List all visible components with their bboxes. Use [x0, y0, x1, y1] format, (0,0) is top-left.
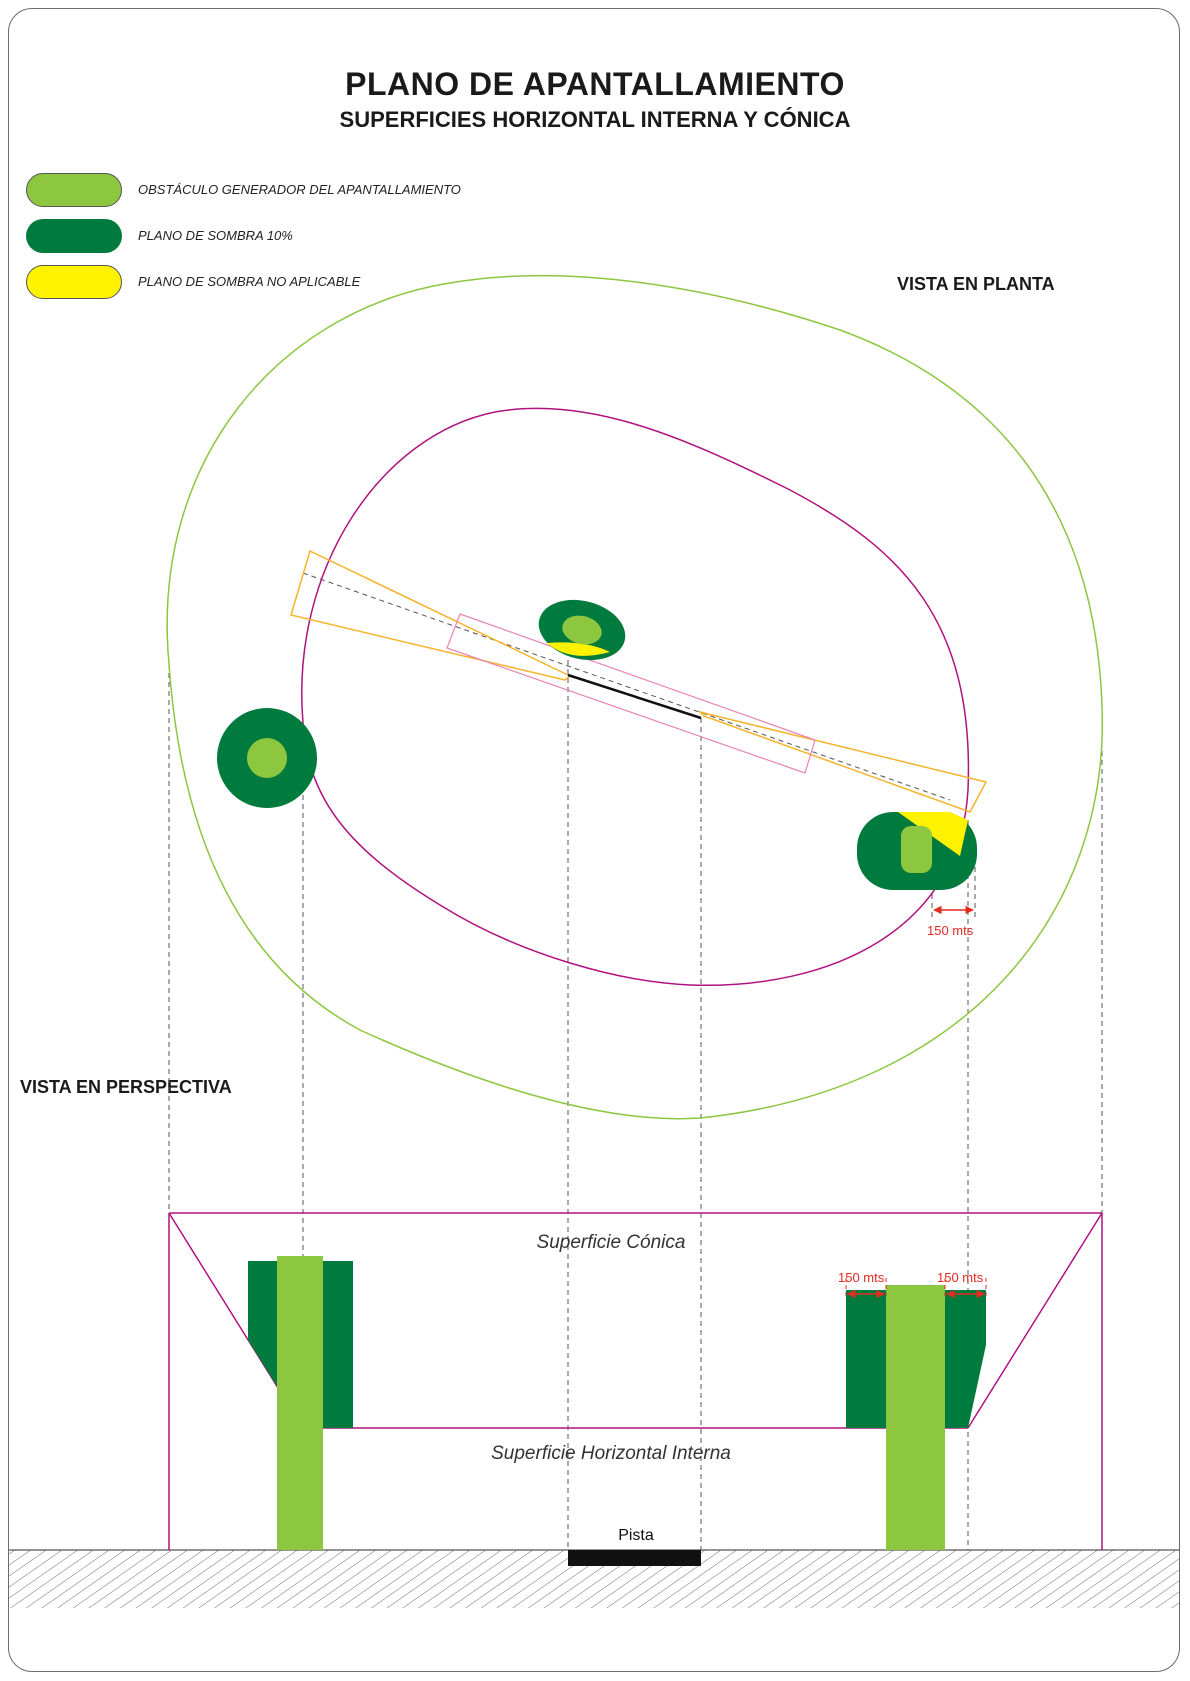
legend-label-obstacle: OBSTÁCULO GENERADOR DEL APANTALLAMIENTO	[138, 182, 461, 197]
perspective-dimension-ticks	[845, 1278, 987, 1298]
legend-label-shadow: PLANO DE SOMBRA 10%	[138, 228, 293, 243]
runway-label: Pista	[618, 1527, 654, 1544]
page-subtitle: SUPERFICIES HORIZONTAL INTERNA Y CÓNICA	[339, 107, 851, 132]
obstacle-right	[901, 826, 932, 873]
perspective-view-label: VISTA EN PERSPECTIVA	[20, 1077, 232, 1097]
approach-surface-right	[697, 710, 988, 813]
perspective-dimension-label-right: 150 mts	[937, 1270, 984, 1285]
obstacle-column-left	[277, 1256, 323, 1550]
legend-label-not-applicable: PLANO DE SOMBRA NO APLICABLE	[138, 274, 361, 289]
page-title: PLANO DE APANTALLAMIENTO	[345, 66, 845, 102]
obstacle-column-right	[886, 1285, 945, 1550]
legend-swatch-not-applicable	[26, 265, 122, 299]
drawing-frame	[8, 8, 1180, 1672]
runway-strip-outline	[446, 613, 816, 774]
obstacle-left	[247, 738, 287, 778]
legend-swatch-shadow	[26, 219, 122, 253]
plan-dimension-label: 150 mts	[927, 923, 974, 938]
perspective-dimension-label-left: 150 mts	[838, 1270, 885, 1285]
runway-section	[568, 1550, 701, 1566]
legend-swatch-obstacle	[26, 173, 122, 207]
not-applicable-zone-right	[898, 812, 968, 856]
conical-surface-outline	[166, 275, 1104, 1120]
conical-surface-label: Superficie Cónica	[537, 1232, 686, 1253]
runway-plan	[567, 673, 702, 720]
not-applicable-zone-center	[547, 642, 610, 656]
inner-horizontal-surface-outline	[301, 407, 970, 987]
approach-surface-left	[290, 549, 572, 681]
obstacle-center	[562, 615, 602, 645]
inner-horizontal-surface-label: Superficie Horizontal Interna	[491, 1443, 731, 1464]
plan-view-label: VISTA EN PLANTA	[897, 274, 1055, 294]
